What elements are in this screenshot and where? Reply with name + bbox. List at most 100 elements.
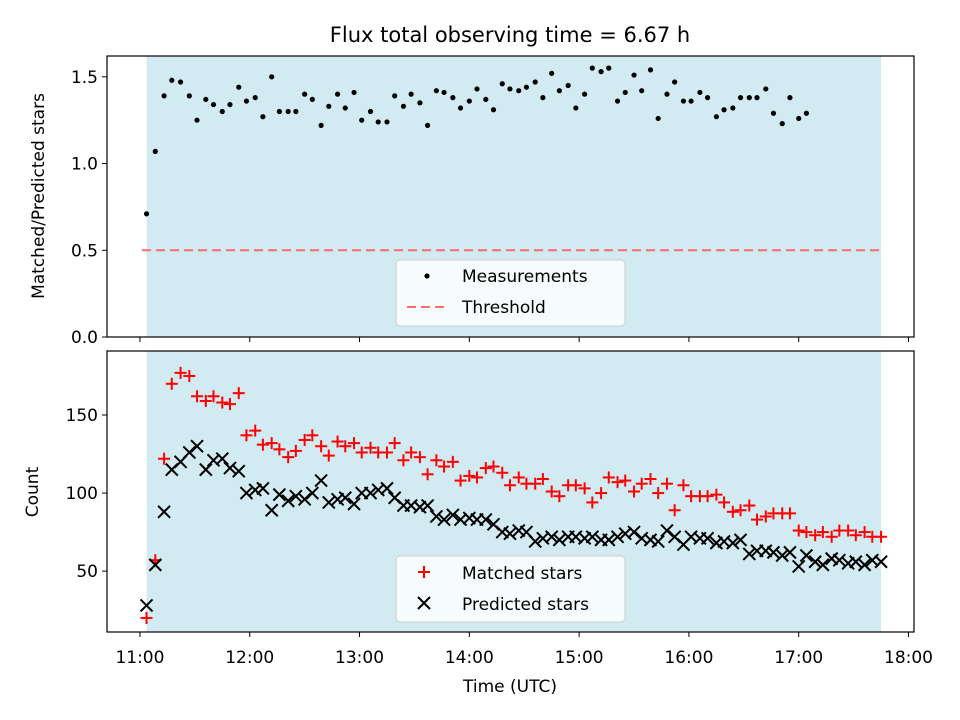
- measurement-point: [647, 67, 654, 73]
- measurement-point: [746, 95, 752, 101]
- matched-star-point: [578, 482, 591, 495]
- measurement-point: [770, 110, 777, 116]
- predicted-star-point: [239, 486, 254, 500]
- measurement-point: [582, 91, 588, 97]
- matched-star-point: [405, 446, 418, 459]
- measurement-point: [161, 93, 167, 99]
- measurement-point: [688, 98, 694, 104]
- measurement-point: [334, 91, 341, 97]
- matched-star-point: [726, 505, 739, 518]
- matched-star-point: [553, 490, 566, 503]
- measurement-point: [152, 148, 158, 155]
- matched-star-point: [183, 369, 196, 382]
- predicted-star-point: [775, 548, 789, 563]
- matched-star-point: [487, 460, 500, 473]
- measurement-point: [573, 105, 579, 111]
- predicted-star-point: [272, 487, 287, 502]
- measurement-point: [318, 122, 324, 128]
- count-y-tick-label: 50: [76, 562, 98, 582]
- measurement-point: [400, 103, 407, 109]
- predicted-star-point: [446, 508, 460, 522]
- measurement-point: [252, 95, 258, 101]
- predicted-star-point: [437, 512, 451, 527]
- legend-predicted-marker: [417, 596, 431, 610]
- matched-star-point: [759, 510, 772, 523]
- matched-star-point: [174, 366, 187, 379]
- predicted-star-point: [552, 533, 567, 547]
- matched-star-point: [660, 477, 673, 490]
- matched-star-point: [875, 530, 888, 543]
- measurement-point: [540, 95, 546, 101]
- ratio-y-tick-label: 0.0: [71, 328, 98, 348]
- measurement-point: [143, 211, 150, 217]
- predicted-star-point: [849, 555, 863, 569]
- measurement-point: [450, 95, 456, 101]
- matched-star-point: [413, 451, 426, 464]
- matched-star-point: [207, 390, 220, 403]
- predicted-star-point: [610, 530, 625, 544]
- measurement-point: [236, 84, 242, 90]
- predicted-star-point: [857, 558, 872, 572]
- matched-star-point: [454, 474, 467, 487]
- measurement-point: [186, 93, 192, 99]
- matched-star-point: [512, 471, 525, 484]
- predicted-star-point: [479, 512, 493, 527]
- measurement-point: [516, 88, 522, 94]
- measurement-point: [177, 79, 184, 85]
- matched-star-point: [421, 468, 434, 481]
- matched-star-point: [232, 387, 245, 400]
- matched-star-point: [315, 440, 328, 453]
- matched-star-point: [536, 473, 549, 486]
- matched-star-point: [306, 429, 319, 442]
- predicted-star-point: [700, 531, 715, 546]
- x-tick-label: 14:00: [445, 648, 494, 668]
- matched-star-point: [644, 473, 657, 486]
- measurement-point: [483, 96, 489, 102]
- measurement-point: [655, 115, 661, 122]
- predicted-star-point: [232, 464, 246, 478]
- measurement-point: [367, 108, 374, 115]
- matched-star-point: [471, 471, 484, 484]
- predicted-star-point: [322, 495, 336, 510]
- predicted-star-point: [766, 545, 781, 560]
- measurement-point: [639, 88, 645, 94]
- matched-star-point: [783, 507, 796, 520]
- measurement-point: [408, 91, 414, 97]
- measurement-point: [754, 95, 760, 101]
- measurement-point: [474, 86, 480, 92]
- measurement-point: [384, 119, 390, 125]
- matched-star-point: [380, 446, 393, 459]
- measurement-point: [779, 121, 785, 127]
- predicted-star-point: [363, 486, 378, 500]
- predicted-star-point: [314, 473, 328, 488]
- ratio-y-tick-label: 0.5: [71, 241, 98, 261]
- predicted-star-point: [215, 452, 229, 466]
- measurement-point: [680, 98, 687, 104]
- legend-matched-label: Matched stars: [462, 564, 582, 584]
- predicted-star-point: [297, 492, 312, 507]
- matched-star-point: [140, 611, 153, 624]
- predicted-star-point: [627, 525, 641, 539]
- measurement-point: [351, 89, 357, 96]
- predicted-star-point: [602, 533, 616, 547]
- predicted-star-point: [544, 530, 559, 544]
- measurement-point: [499, 81, 505, 87]
- matched-star-point: [701, 490, 714, 503]
- matched-star-point: [602, 471, 615, 484]
- matched-star-point: [792, 524, 805, 537]
- predicted-star-point: [832, 553, 847, 567]
- matched-star-point: [750, 513, 763, 526]
- matched-star-point: [158, 452, 171, 465]
- matched-star-point: [339, 440, 352, 453]
- x-tick-label: 13:00: [335, 648, 384, 668]
- predicted-star-point: [139, 598, 154, 613]
- predicted-star-point: [528, 534, 542, 549]
- measurement-point: [737, 95, 744, 101]
- measurement-point: [260, 114, 266, 120]
- matched-star-point: [849, 529, 862, 542]
- matched-star-point: [842, 524, 855, 537]
- matched-star-point: [430, 454, 443, 467]
- chart-title: Flux total observing time = 6.67 h: [330, 23, 690, 47]
- matched-star-point: [611, 476, 624, 489]
